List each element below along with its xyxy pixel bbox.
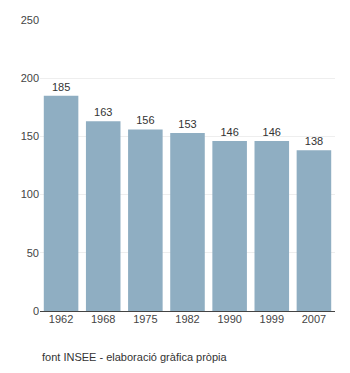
- svg-text:146: 146: [220, 126, 238, 138]
- svg-text:100: 100: [21, 188, 39, 200]
- svg-text:0: 0: [33, 305, 39, 317]
- svg-text:1990: 1990: [217, 313, 241, 325]
- svg-text:138: 138: [305, 135, 323, 147]
- svg-text:1962: 1962: [49, 313, 73, 325]
- svg-text:1968: 1968: [91, 313, 115, 325]
- svg-text:250: 250: [21, 14, 39, 26]
- svg-text:146: 146: [263, 126, 281, 138]
- svg-text:185: 185: [52, 81, 70, 93]
- svg-text:font INSEE - elaboració gràfic: font INSEE - elaboració gràfica pròpia: [42, 351, 228, 363]
- svg-text:200: 200: [21, 72, 39, 84]
- svg-text:1999: 1999: [260, 313, 284, 325]
- svg-text:163: 163: [94, 106, 112, 118]
- svg-text:153: 153: [178, 118, 196, 130]
- svg-text:150: 150: [21, 130, 39, 142]
- svg-text:50: 50: [27, 247, 39, 259]
- svg-text:156: 156: [136, 114, 154, 126]
- svg-text:1982: 1982: [175, 313, 199, 325]
- svg-text:1975: 1975: [133, 313, 157, 325]
- svg-text:2007: 2007: [302, 313, 326, 325]
